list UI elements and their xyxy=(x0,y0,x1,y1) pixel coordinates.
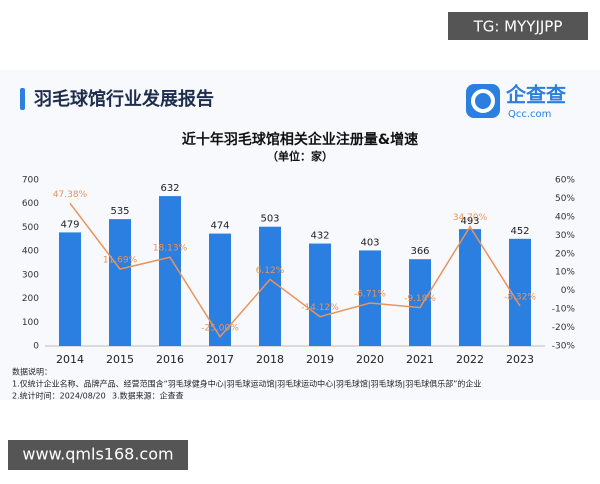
note: 1.仅统计企业名称、品牌产品、经营范围含“羽毛球健身中心|羽毛球运动馆|羽毛球运… xyxy=(12,379,481,389)
chart-subtitle: （单位：家） xyxy=(267,149,333,163)
notes-title: 数据说明： xyxy=(12,367,52,377)
x-tick-label: 2022 xyxy=(456,353,484,366)
y2-tick-label: 20% xyxy=(555,249,575,259)
x-tick-label: 2021 xyxy=(406,353,434,366)
bar-label: 403 xyxy=(360,237,379,248)
bar xyxy=(359,250,381,346)
y2-tick-label: 60% xyxy=(555,176,575,186)
y-tick-label: 100 xyxy=(22,318,39,328)
line-label: -25.00% xyxy=(201,323,239,333)
line-label: -6.71% xyxy=(354,290,386,300)
x-tick-label: 2017 xyxy=(206,353,234,366)
y-tick-label: 700 xyxy=(22,176,39,186)
bar xyxy=(509,238,531,346)
bar xyxy=(409,259,431,346)
bar-label: 503 xyxy=(260,214,279,225)
y2-tick-label: 40% xyxy=(555,212,575,222)
chart-title: 近十年羽毛球馆相关企业注册量&增速 xyxy=(182,131,418,148)
bar-label: 432 xyxy=(310,231,329,242)
bar xyxy=(259,226,281,346)
x-tick-label: 2018 xyxy=(256,353,284,366)
x-tick-label: 2023 xyxy=(506,353,534,366)
line-label: -8.32% xyxy=(504,293,536,303)
bar xyxy=(309,243,331,346)
watermark-box xyxy=(448,12,588,40)
line-label: 34.70% xyxy=(453,213,488,223)
bar xyxy=(459,229,481,346)
y-tick-label: 300 xyxy=(22,270,39,280)
note: 3.数据来源：企查查 xyxy=(112,391,184,401)
bar-label: 366 xyxy=(410,246,429,257)
watermark: www.qmls168.com xyxy=(22,445,173,464)
line-label: 6.12% xyxy=(256,266,285,276)
x-tick-label: 2019 xyxy=(306,353,334,366)
logo-icon xyxy=(466,84,500,118)
line-label: 11.69% xyxy=(103,256,138,266)
bar-label: 632 xyxy=(160,183,179,194)
line-label: -9.18% xyxy=(404,294,436,304)
y2-tick-label: 50% xyxy=(555,194,575,204)
y2-tick-label: -20% xyxy=(552,323,576,333)
x-tick-label: 2020 xyxy=(356,353,384,366)
note: 2.统计时间：2024/08/20 xyxy=(12,391,106,401)
bar-label: 474 xyxy=(210,221,229,232)
bar-label: 535 xyxy=(110,206,129,217)
y-tick-label: 600 xyxy=(22,199,39,209)
report-title: 羽毛球馆行业发展报告 xyxy=(34,88,214,110)
card xyxy=(0,70,600,400)
bar xyxy=(209,233,231,346)
y2-tick-label: -10% xyxy=(552,305,576,315)
x-tick-label: 2016 xyxy=(156,353,184,366)
y-tick-label: 400 xyxy=(22,247,39,257)
watermark-box xyxy=(8,440,188,470)
logo-text: 企查查 xyxy=(505,83,566,107)
bar-label: 479 xyxy=(60,219,79,230)
logo-q xyxy=(471,89,495,113)
y-tick-label: 200 xyxy=(22,294,39,304)
x-tick-label: 2014 xyxy=(56,353,84,366)
line-label: -14.12% xyxy=(301,303,339,313)
growth-line xyxy=(69,202,521,339)
bar xyxy=(109,219,131,346)
y2-tick-label: -30% xyxy=(552,342,576,352)
bar xyxy=(59,232,81,346)
y2-tick-label: 0% xyxy=(561,286,576,296)
bar xyxy=(159,196,181,346)
bar-label: 452 xyxy=(510,226,529,237)
x-tick-label: 2015 xyxy=(106,353,134,366)
y-tick-label: 0 xyxy=(33,342,39,352)
logo-subtext: Qcc.com xyxy=(508,109,551,120)
y-tick-label: 500 xyxy=(22,223,39,233)
line-label: 47.38% xyxy=(53,190,88,200)
y2-tick-label: 10% xyxy=(555,268,575,278)
bar-label: 493 xyxy=(460,216,479,227)
watermark: TG: MYYJJPP xyxy=(473,18,563,36)
title-accent xyxy=(20,88,25,110)
line-label: 18.13% xyxy=(153,244,188,254)
y2-tick-label: 30% xyxy=(555,231,575,241)
